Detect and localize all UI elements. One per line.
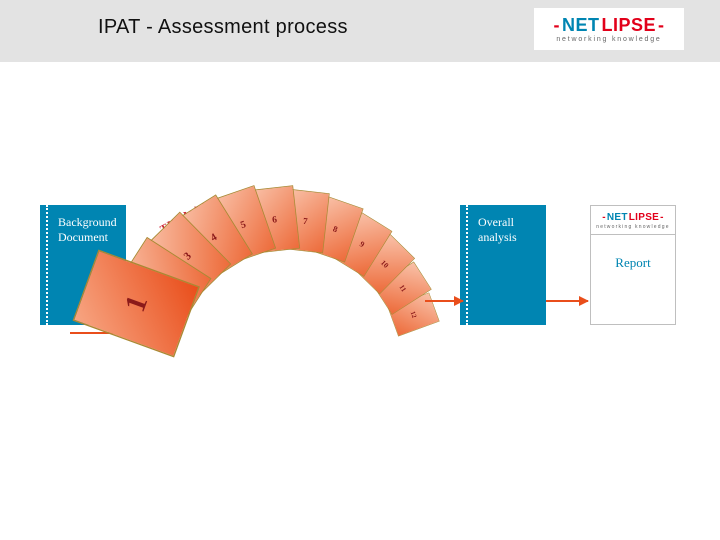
logo-lipse: LIPSE bbox=[601, 16, 656, 34]
theme-card-3: 3 bbox=[143, 211, 231, 299]
overall-analysis-label: Overall analysis bbox=[478, 215, 538, 245]
theme-card-10: 10 bbox=[355, 233, 416, 294]
diagram: Background Document THEMES 1211109876543… bbox=[30, 180, 690, 350]
logo-tick-right: - bbox=[660, 212, 664, 223]
logo-net: NET bbox=[607, 212, 628, 223]
theme-number: 6 bbox=[249, 185, 300, 253]
theme-card-6: 6 bbox=[249, 185, 300, 253]
themes-label: THEMES bbox=[158, 200, 211, 236]
theme-card-7: 7 bbox=[281, 188, 330, 253]
logo-tick-left: - bbox=[602, 212, 606, 223]
logo-sub: networking knowledge bbox=[556, 36, 661, 43]
spine-dots bbox=[460, 205, 468, 325]
theme-number: 5 bbox=[210, 185, 276, 264]
box-overall-analysis: Overall analysis bbox=[460, 205, 546, 325]
theme-number: 2 bbox=[118, 236, 212, 323]
report-label: Report bbox=[591, 255, 675, 271]
report-header: - NET LIPSE - networking knowledge bbox=[591, 206, 675, 235]
theme-card-2: 2 bbox=[118, 236, 212, 323]
theme-card-11: 11 bbox=[374, 261, 432, 314]
themes-fan: THEMES 121110987654321 bbox=[140, 180, 445, 350]
logo-tick-left: - bbox=[553, 16, 560, 34]
logo-main: - NET LIPSE - bbox=[553, 16, 664, 34]
logo-net: NET bbox=[562, 16, 600, 34]
theme-number: 7 bbox=[281, 188, 330, 253]
theme-number: 4 bbox=[174, 194, 253, 280]
theme-number: 10 bbox=[355, 233, 416, 294]
theme-card-5: 5 bbox=[210, 185, 276, 264]
background-document-label: Background Document bbox=[58, 215, 118, 245]
theme-number: 11 bbox=[374, 261, 432, 314]
logo-lipse: LIPSE bbox=[629, 212, 659, 223]
theme-number: 9 bbox=[332, 211, 392, 277]
theme-card-4: 4 bbox=[174, 194, 253, 280]
box-report: - NET LIPSE - networking knowledge Repor… bbox=[590, 205, 676, 325]
page-title: IPAT - Assessment process bbox=[98, 16, 348, 39]
theme-card-9: 9 bbox=[332, 211, 392, 277]
theme-number: 8 bbox=[307, 196, 363, 263]
logo-sub: networking knowledge bbox=[596, 224, 669, 230]
theme-card-8: 8 bbox=[307, 196, 363, 263]
spine-dots bbox=[40, 205, 48, 325]
flow-arrow-3 bbox=[546, 300, 588, 302]
flow-arrow-1 bbox=[70, 332, 140, 334]
box-background-document: Background Document bbox=[40, 205, 126, 325]
theme-number: 3 bbox=[143, 211, 231, 299]
logo-netlipse: - NET LIPSE - networking knowledge bbox=[534, 8, 684, 50]
flow-arrow-2 bbox=[425, 300, 463, 302]
logo-tick-right: - bbox=[658, 16, 665, 34]
